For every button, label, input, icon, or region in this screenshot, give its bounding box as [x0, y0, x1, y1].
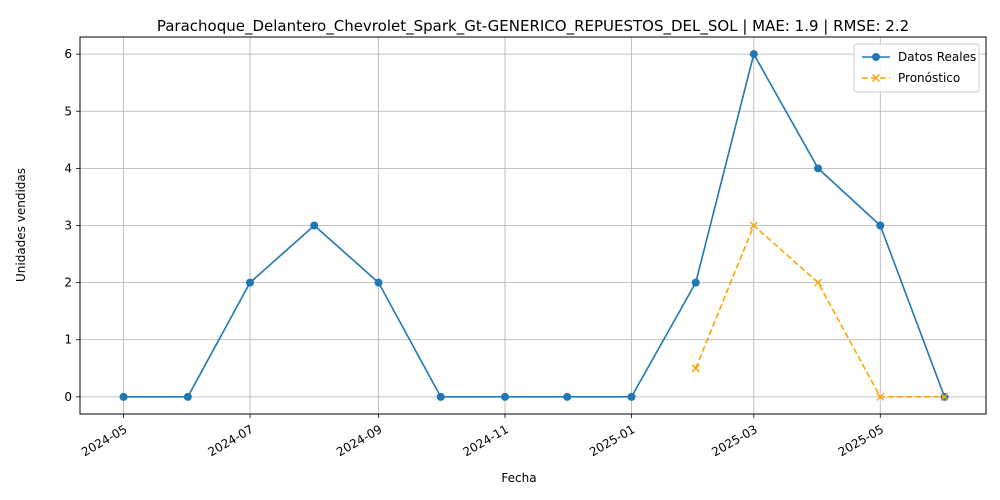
x-tick-label: 2024-09 — [334, 422, 384, 459]
series-forecast — [691, 221, 949, 401]
y-tick-label: 3 — [64, 219, 72, 233]
y-tick-label: 4 — [64, 161, 72, 175]
data-point — [814, 278, 823, 287]
x-tick-label: 2024-07 — [205, 422, 255, 459]
y-tick-label: 2 — [64, 276, 72, 290]
x-tick-label: 2025-05 — [836, 422, 886, 459]
data-point — [691, 278, 700, 287]
data-point — [183, 392, 192, 401]
x-axis: 2024-05 2024-07 2024-09 2024-11 2025-01 2025-… — [79, 414, 886, 459]
grid — [80, 37, 986, 414]
data-point — [876, 392, 885, 401]
x-tick-label: 2025-03 — [709, 422, 759, 459]
series-line — [695, 224, 945, 398]
data-point — [814, 164, 823, 173]
data-point — [749, 221, 758, 230]
y-tick-label: 1 — [64, 333, 72, 347]
data-point — [876, 221, 885, 230]
y-tick-label: 0 — [64, 390, 72, 404]
data-point — [119, 392, 128, 401]
data-point — [436, 392, 445, 401]
data-point — [246, 278, 255, 287]
data-point — [563, 392, 572, 401]
data-point — [749, 50, 758, 59]
chart-title: Parachoque_Delantero_Chevrolet_Spark_Gt-… — [157, 17, 909, 36]
legend-marker — [872, 53, 880, 61]
data-point — [501, 392, 510, 401]
data-point — [374, 278, 383, 287]
data-point — [691, 364, 700, 373]
x-tick-label: 2025-01 — [587, 422, 637, 459]
legend-label: Pronóstico — [898, 71, 960, 85]
data-point — [940, 392, 949, 401]
series-line — [123, 53, 946, 398]
x-tick-label: 2024-11 — [460, 422, 510, 459]
legend: Datos Reales Pronóstico — [853, 43, 980, 93]
legend-item: Datos Reales — [862, 50, 976, 64]
legend-marker — [871, 73, 881, 83]
y-tick-label: 6 — [64, 47, 72, 61]
y-tick-label: 5 — [64, 104, 72, 118]
legend-label: Datos Reales — [898, 50, 976, 64]
data-point — [627, 392, 636, 401]
series-layer — [119, 50, 949, 401]
legend-item: Pronóstico — [862, 71, 960, 85]
y-axis: 0 1 2 3 4 5 6 — [64, 47, 80, 404]
x-axis-label: Fecha — [501, 471, 536, 485]
data-point — [310, 221, 319, 230]
legend-box — [853, 43, 980, 93]
x-tick-label: 2024-05 — [79, 422, 129, 459]
y-axis-label: Unidades vendidas — [14, 168, 28, 282]
